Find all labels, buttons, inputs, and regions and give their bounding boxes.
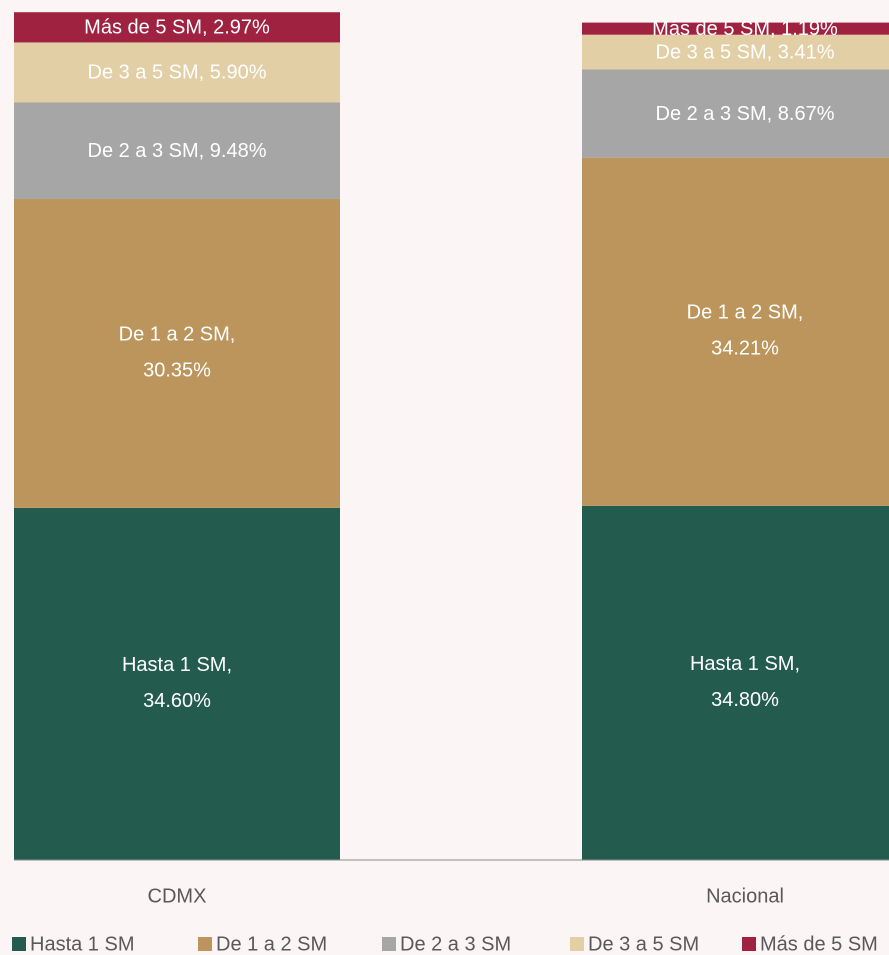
x-tick-label: Nacional: [706, 885, 784, 907]
x-tick-label: CDMX: [148, 885, 207, 907]
legend-swatch: [198, 937, 212, 951]
bar-segment: [582, 69, 889, 158]
data-label-line: 30.35%: [143, 360, 211, 382]
bar-segment: [14, 42, 340, 103]
data-label-line: 34.60%: [143, 690, 211, 712]
data-label-line: 34.80%: [711, 689, 779, 711]
bar-segment: [582, 505, 889, 860]
data-label-line: 34.21%: [711, 338, 779, 360]
bar-segment: [582, 157, 889, 506]
legend-swatch: [570, 937, 584, 951]
legend-swatch: [742, 937, 756, 951]
data-label: De 1 a 2 SM, 34.21%: [687, 302, 804, 360]
data-label-line: Hasta 1 SM,: [122, 654, 232, 676]
bar-segment: [14, 198, 340, 508]
data-label-line: De 1 a 2 SM,: [119, 324, 236, 346]
data-label: Más de 5 SM, 1.19%: [652, 18, 838, 40]
bar-segment: [14, 102, 340, 199]
bar-segment: [14, 12, 340, 43]
legend-label: De 2 a 3 SM: [400, 933, 511, 955]
legend-swatch: [12, 937, 26, 951]
bar-segment: [582, 34, 889, 70]
data-label-line: De 1 a 2 SM,: [687, 302, 804, 324]
data-label: De 2 a 3 SM, 8.67%: [656, 103, 835, 125]
legend-swatch: [382, 937, 396, 951]
legend-label: De 1 a 2 SM: [216, 933, 327, 955]
data-label: De 3 a 5 SM, 3.41%: [656, 41, 835, 63]
data-label: Hasta 1 SM, 34.60%: [122, 654, 232, 712]
data-label: De 1 a 2 SM, 30.35%: [119, 324, 236, 382]
bar-segment: [14, 507, 340, 860]
legend-label: De 3 a 5 SM: [588, 933, 699, 955]
data-label: Más de 5 SM, 2.97%: [84, 17, 270, 39]
data-label: De 3 a 5 SM, 5.90%: [88, 62, 267, 84]
data-label: Hasta 1 SM, 34.80%: [690, 653, 800, 711]
data-label-line: Hasta 1 SM,: [690, 653, 800, 675]
bar-segment: [582, 22, 889, 35]
legend-label: Hasta 1 SM: [30, 933, 134, 955]
data-label: De 2 a 3 SM, 9.48%: [88, 140, 267, 162]
legend-label: Más de 5 SM: [760, 933, 878, 955]
